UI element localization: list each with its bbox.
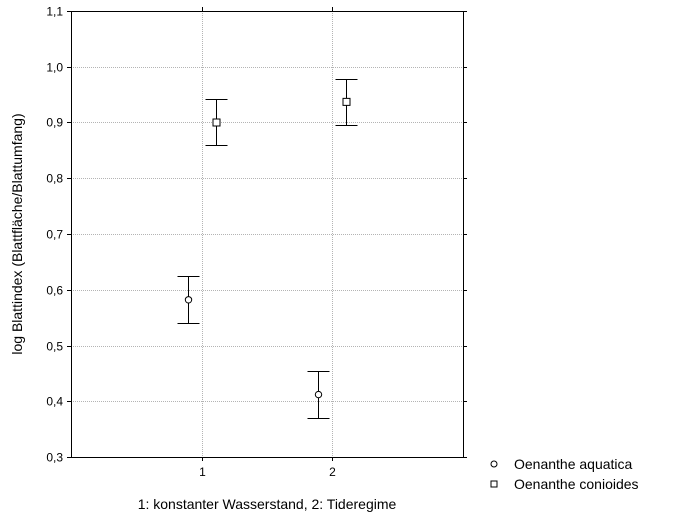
grid-lines	[71, 11, 463, 457]
y-tick-label: 1,0	[46, 61, 63, 75]
legend-square-marker	[490, 480, 498, 488]
data-point-square	[342, 97, 351, 106]
y-tick-label: 1,1	[46, 5, 63, 19]
legend: Oenanthe aquatica Oenanthe conioides	[490, 456, 639, 492]
data-series	[177, 79, 358, 419]
y-axis-ticks: 0,3 0,4 0,5 0,6 0,7 0,8 0,9 1,0 1,1	[46, 5, 467, 465]
data-point-square	[212, 118, 221, 127]
y-tick-label: 0,3	[46, 451, 63, 465]
data-point-circle	[314, 390, 323, 399]
legend-item-oenanthe-conioides: Oenanthe conioides	[490, 476, 639, 492]
legend-label-oenanthe-aquatica: Oenanthe aquatica	[514, 456, 633, 472]
y-tick-label: 0,5	[46, 340, 63, 354]
legend-circle-marker	[490, 460, 498, 468]
y-tick-label: 0,8	[46, 172, 63, 186]
y-tick-label: 0,6	[46, 284, 63, 298]
x-tick-label: 1	[199, 465, 206, 479]
y-axis-title: log Blattindex (Blattfläche/Blattumfang)	[9, 113, 25, 354]
y-tick-label: 0,7	[46, 228, 63, 242]
data-point-circle	[184, 296, 193, 304]
legend-label-oenanthe-conioides: Oenanthe conioides	[514, 476, 639, 492]
x-axis-title: 1: konstanter Wasserstand, 2: Tideregime	[138, 496, 397, 512]
x-tick-label: 2	[329, 465, 336, 479]
series-oenanthe-aquatica	[177, 276, 330, 419]
legend-item-oenanthe-aquatica: Oenanthe aquatica	[490, 456, 633, 472]
y-tick-label: 0,4	[46, 395, 63, 409]
series-oenanthe-conioides	[205, 79, 358, 146]
y-tick-label: 0,9	[46, 116, 63, 130]
